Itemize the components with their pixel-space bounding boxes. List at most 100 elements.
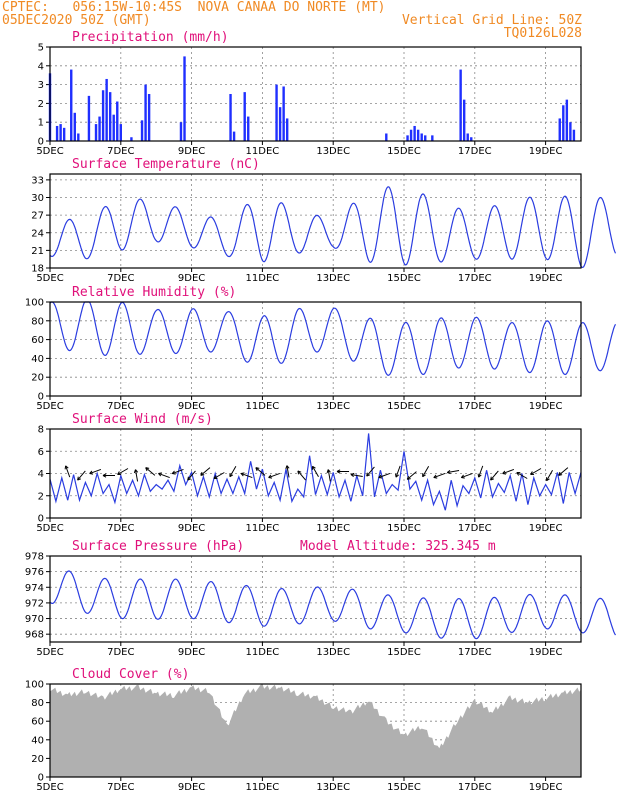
x-tick-label: 15DEC [387, 146, 421, 157]
precip-bar [420, 133, 423, 141]
precip-bar [55, 125, 59, 141]
precip-bar [424, 135, 427, 141]
y-tick-label: 0 [38, 514, 44, 525]
wind-arrow [312, 465, 319, 477]
x-tick-label: 7DEC [107, 146, 134, 157]
wind-arrow [240, 472, 253, 479]
precip-bar [558, 118, 561, 141]
x-tick-label: 9DEC [178, 647, 205, 658]
precip-bar [144, 84, 147, 141]
y-tick-label: 100 [25, 680, 44, 691]
run-time-header: 05DEC2020 50Z (GMT) [2, 13, 151, 28]
y-tick-label: 4 [38, 61, 44, 72]
precip-bar [94, 124, 98, 141]
y-tick-label: 20 [31, 373, 44, 384]
precip-bar [247, 116, 250, 141]
wind-arrow [285, 465, 290, 478]
location-header: CPTEC: 056:15W-10:45S NOVA CANAA DO NORT… [2, 0, 386, 15]
precip-bar [462, 99, 466, 141]
surface-wind-panel: 0 2 4 6 8 5DEC 7DEC 9DEC 11DEC 13DEC 15DEC 17DEC 19D… [36, 412, 582, 534]
x-tick-label: 9DEC [178, 523, 205, 534]
y-tick-label: 0 [38, 773, 44, 784]
x-tick-label: 17DEC [458, 146, 492, 157]
model-altitude-label: Model Altitude: 325.345 m [300, 539, 496, 554]
y-tick-label: 974 [25, 583, 44, 594]
wind-arrow [433, 472, 446, 479]
y-tick-label: 2 [38, 491, 44, 502]
x-tick-label: 5DEC [36, 401, 63, 412]
cloud-cover-area [50, 684, 581, 777]
relative-humidity-line [49, 301, 617, 376]
x-tick-label: 5DEC [36, 647, 63, 658]
x-tick-label: 5DEC [36, 146, 63, 157]
precip-bar [285, 118, 289, 141]
wind-arrow [422, 466, 430, 478]
wind-arrow [460, 472, 473, 479]
precip-bar [282, 86, 285, 141]
precip-bar [229, 94, 232, 141]
surface-temperature-title: Surface Temperature (nC) [72, 157, 260, 172]
x-tick-label: 19DEC [529, 146, 563, 157]
y-tick-label: 5 [38, 43, 44, 54]
precip-bar [470, 137, 473, 141]
precip-bar [112, 114, 115, 141]
y-tick-label: 60 [31, 717, 44, 728]
x-tick-label: 13DEC [316, 782, 350, 793]
wind-arrow [117, 468, 129, 475]
relative-humidity-title: Relative Humidity (%) [72, 285, 236, 300]
x-tick-label: 5DEC [36, 782, 63, 793]
precip-bar [77, 133, 80, 141]
x-tick-label: 9DEC [178, 146, 205, 157]
x-tick-label: 13DEC [316, 401, 350, 412]
y-tick-label: 33 [31, 175, 44, 186]
wind-arrow [530, 468, 542, 475]
y-tick-label: 24 [31, 228, 44, 239]
y-tick-label: 972 [25, 598, 44, 609]
x-tick-label: 19DEC [529, 273, 563, 284]
y-tick-label: 3 [38, 80, 44, 91]
wind-arrow [102, 473, 115, 478]
precip-bar [243, 92, 246, 141]
x-tick-label: 11DEC [246, 401, 280, 412]
x-tick-label: 7DEC [107, 647, 134, 658]
wind-arrow [490, 470, 499, 481]
wind-arrow [145, 467, 156, 476]
surface-wind-line [49, 433, 582, 511]
surface-wind-frame [49, 428, 582, 519]
wind-arrow [213, 472, 225, 479]
precipitation-title: Precipitation (mm/h) [72, 30, 229, 45]
y-tick-label: 978 [25, 552, 44, 563]
x-tick-label: 17DEC [458, 273, 492, 284]
x-tick-label: 17DEC [458, 401, 492, 412]
x-tick-label: 15DEC [387, 647, 421, 658]
y-tick-label: 60 [31, 335, 44, 346]
y-tick-label: 80 [31, 698, 44, 709]
precip-bar [73, 112, 76, 141]
y-tick-label: 40 [31, 354, 44, 365]
precip-bar [179, 122, 183, 141]
x-tick-label: 7DEC [107, 523, 134, 534]
precip-bar [569, 122, 572, 141]
precip-bar [572, 129, 576, 141]
vertical-grid-note: Vertical Grid Line: 50Z [401, 13, 582, 28]
precipitation-frame [49, 46, 582, 142]
x-tick-label: 13DEC [316, 273, 350, 284]
wind-arrow [477, 465, 484, 478]
x-tick-label: 11DEC [246, 273, 280, 284]
precip-bar [413, 125, 416, 141]
wind-arrow [89, 468, 102, 475]
y-tick-label: 1 [38, 118, 44, 129]
wind-arrow [187, 470, 196, 481]
precip-bar [385, 133, 388, 141]
x-tick-label: 7DEC [107, 273, 134, 284]
surface-temperature-line [49, 186, 617, 269]
surface-pressure-frame [49, 555, 582, 643]
x-tick-label: 11DEC [246, 523, 280, 534]
x-tick-label: 17DEC [458, 782, 492, 793]
precip-bar [431, 135, 434, 141]
precip-bar [409, 129, 413, 141]
x-tick-label: 15DEC [387, 523, 421, 534]
wind-arrow [133, 469, 139, 482]
x-tick-label: 11DEC [246, 782, 280, 793]
